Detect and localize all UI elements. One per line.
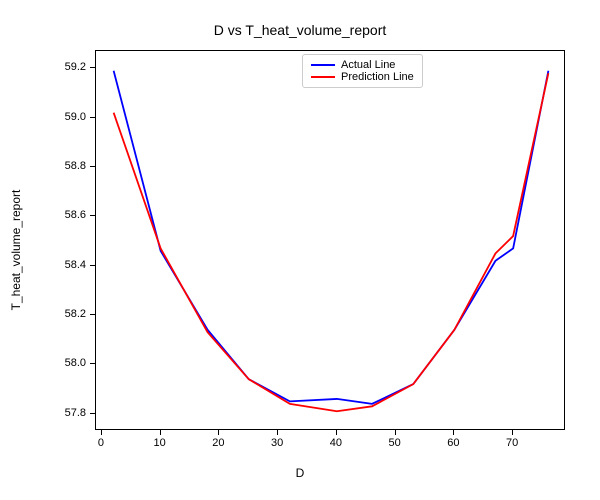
y-tick-mark (90, 363, 95, 364)
y-tick-mark (90, 117, 95, 118)
legend-swatch (311, 64, 335, 66)
x-tick-mark (395, 430, 396, 435)
y-tick-label: 59.2 (50, 61, 86, 73)
x-tick-label: 50 (389, 437, 401, 449)
y-tick-mark (90, 215, 95, 216)
x-tick-mark (160, 430, 161, 435)
y-tick-mark (90, 67, 95, 68)
y-axis-label: T_heat_volume_report (9, 190, 23, 311)
legend-row-0: Actual Line (311, 59, 414, 71)
x-tick-label: 60 (447, 437, 459, 449)
x-tick-label: 70 (506, 437, 518, 449)
legend-swatch (311, 76, 335, 78)
x-tick-label: 30 (271, 437, 283, 449)
plot-area (95, 50, 565, 430)
y-tick-label: 58.8 (50, 160, 86, 172)
y-tick-label: 58.6 (50, 209, 86, 221)
x-tick-mark (101, 430, 102, 435)
x-tick-label: 20 (212, 437, 224, 449)
legend: Actual LinePrediction Line (302, 54, 423, 88)
series-line-1 (114, 73, 549, 411)
y-tick-mark (90, 413, 95, 414)
chart-title: D vs T_heat_volume_report (0, 22, 600, 38)
x-tick-label: 40 (330, 437, 342, 449)
x-tick-label: 0 (98, 437, 104, 449)
chart-container: D vs T_heat_volume_report T_heat_volume_… (0, 0, 600, 500)
y-tick-label: 58.4 (50, 259, 86, 271)
chart-lines-svg (96, 51, 566, 431)
y-tick-label: 58.0 (50, 357, 86, 369)
x-tick-mark (218, 430, 219, 435)
y-tick-label: 57.8 (50, 407, 86, 419)
y-tick-label: 58.2 (50, 308, 86, 320)
y-tick-mark (90, 166, 95, 167)
x-tick-mark (336, 430, 337, 435)
y-tick-mark (90, 314, 95, 315)
legend-label: Actual Line (341, 59, 395, 71)
x-tick-mark (277, 430, 278, 435)
x-tick-mark (512, 430, 513, 435)
legend-label: Prediction Line (341, 71, 414, 83)
x-tick-mark (453, 430, 454, 435)
x-tick-label: 10 (154, 437, 166, 449)
x-axis-label: D (0, 466, 600, 480)
legend-row-1: Prediction Line (311, 71, 414, 83)
y-tick-mark (90, 265, 95, 266)
y-tick-label: 59.0 (50, 111, 86, 123)
series-line-0 (114, 71, 549, 404)
